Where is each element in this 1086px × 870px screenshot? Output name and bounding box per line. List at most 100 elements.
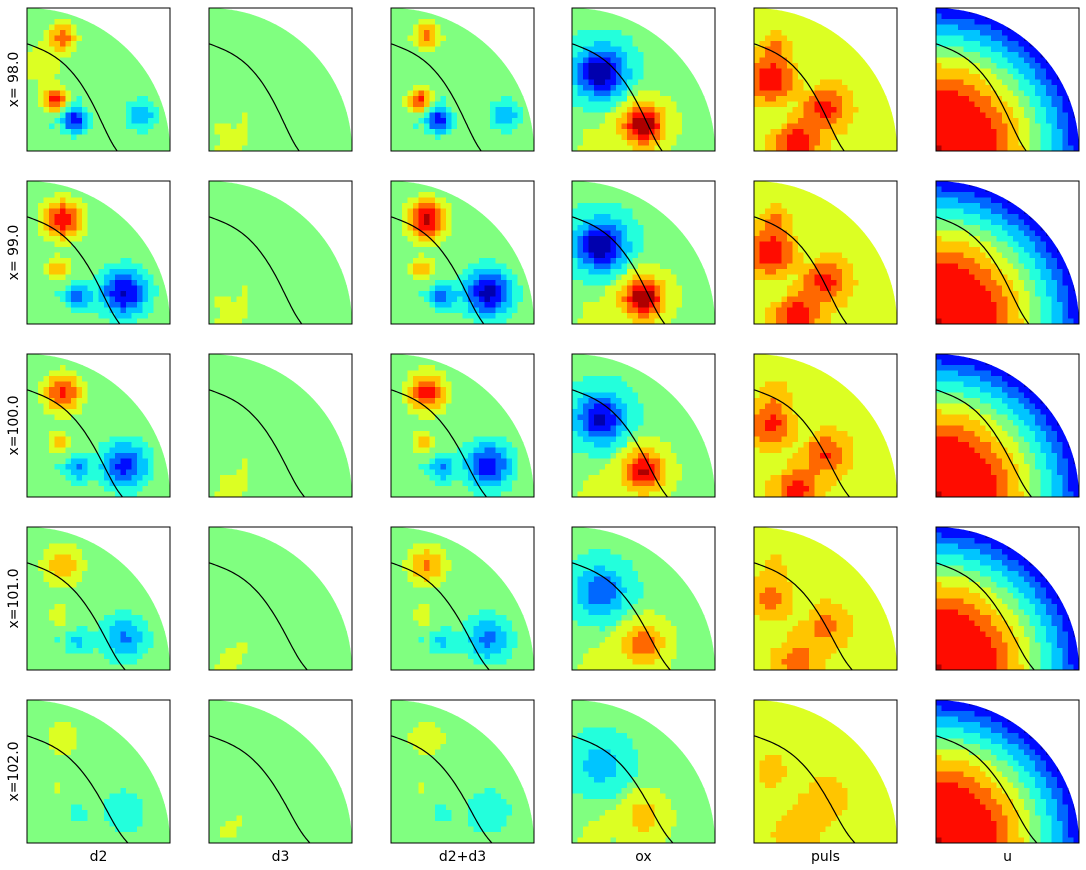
heatmap-cell bbox=[131, 118, 138, 125]
heatmap-cell bbox=[1035, 24, 1042, 31]
heatmap-cell bbox=[32, 285, 39, 292]
heatmap-cell bbox=[1046, 112, 1053, 119]
heatmap-cell bbox=[858, 57, 865, 64]
heatmap-cell bbox=[610, 8, 617, 15]
heatmap-cell bbox=[621, 57, 628, 64]
heatmap-cell bbox=[501, 112, 508, 119]
heatmap-cell bbox=[969, 140, 976, 147]
heatmap-cell bbox=[153, 46, 160, 53]
heatmap-cell bbox=[43, 269, 50, 276]
heatmap-cell bbox=[54, 285, 61, 292]
heatmap-cell bbox=[632, 107, 639, 114]
heatmap-cell bbox=[809, 24, 816, 31]
heatmap-cell bbox=[236, 90, 243, 97]
contour-line bbox=[572, 43, 663, 151]
heatmap-cell bbox=[687, 123, 694, 130]
heatmap-cell bbox=[71, 123, 78, 130]
heatmap-cell bbox=[457, 134, 464, 141]
heatmap-cell bbox=[65, 225, 72, 232]
heatmap-cell bbox=[1035, 19, 1042, 26]
heatmap-cell bbox=[704, 118, 711, 125]
heatmap-cell bbox=[809, 123, 816, 130]
heatmap-cell bbox=[164, 318, 170, 324]
heatmap-cell bbox=[137, 52, 144, 59]
heatmap-cell bbox=[418, 41, 425, 48]
heatmap-cell bbox=[809, 101, 816, 108]
heatmap-cell bbox=[947, 123, 954, 130]
heatmap-cell bbox=[142, 30, 149, 37]
heatmap-cell bbox=[418, 123, 425, 130]
heatmap-cell bbox=[776, 85, 783, 92]
heatmap-cell bbox=[649, 145, 656, 151]
heatmap-cell bbox=[462, 13, 469, 20]
heatmap-cell bbox=[54, 145, 61, 151]
heatmap-cell bbox=[302, 19, 309, 26]
heatmap-cell bbox=[242, 203, 249, 210]
heatmap-cell bbox=[958, 112, 965, 119]
heatmap-cell bbox=[759, 112, 766, 119]
heatmap-cell bbox=[60, 46, 67, 53]
heatmap-cell bbox=[1062, 57, 1069, 64]
heatmap-cell bbox=[269, 19, 276, 26]
heatmap-cell bbox=[142, 123, 149, 130]
heatmap-cell bbox=[654, 30, 661, 37]
heatmap-cell bbox=[798, 107, 805, 114]
heatmap-cell bbox=[120, 236, 127, 243]
heatmap-cell bbox=[82, 68, 89, 75]
heatmap-cell bbox=[1002, 13, 1009, 20]
heatmap-cell bbox=[402, 107, 409, 114]
heatmap-cell bbox=[754, 74, 761, 81]
heatmap-cell bbox=[687, 8, 694, 15]
heatmap-cell bbox=[583, 52, 590, 59]
heatmap-cell bbox=[236, 129, 243, 136]
heatmap-cell bbox=[947, 90, 954, 97]
heatmap-cell bbox=[517, 134, 524, 141]
heatmap-cell bbox=[38, 52, 45, 59]
heatmap-cell bbox=[38, 280, 45, 287]
heatmap-cell bbox=[247, 318, 254, 324]
heatmap-cell bbox=[462, 24, 469, 31]
heatmap-cell bbox=[836, 19, 843, 26]
heatmap-cell bbox=[974, 96, 981, 103]
heatmap-cell bbox=[880, 140, 887, 147]
heatmap-cell bbox=[1013, 96, 1020, 103]
heatmap-cell bbox=[65, 252, 72, 259]
heatmap-cell bbox=[1024, 52, 1031, 59]
heatmap-cell bbox=[457, 123, 464, 130]
heatmap-cell bbox=[54, 68, 61, 75]
heatmap-cell bbox=[836, 13, 843, 20]
heatmap-cell bbox=[258, 230, 265, 237]
heatmap-cell bbox=[781, 96, 788, 103]
heatmap-cell bbox=[484, 96, 491, 103]
heatmap-cell bbox=[418, 19, 425, 26]
heatmap-cell bbox=[98, 123, 105, 130]
heatmap-cell bbox=[506, 46, 513, 53]
heatmap-cell bbox=[71, 63, 78, 70]
heatmap-cell bbox=[209, 57, 216, 64]
heatmap-cell bbox=[258, 101, 265, 108]
heatmap-cell bbox=[858, 145, 865, 151]
heatmap-cell bbox=[424, 8, 431, 15]
heatmap-cell bbox=[71, 52, 78, 59]
heatmap-cell bbox=[853, 41, 860, 48]
heatmap-cell bbox=[153, 274, 160, 281]
heatmap-cell bbox=[523, 63, 530, 70]
heatmap-cell bbox=[671, 118, 678, 125]
heatmap-cell bbox=[952, 19, 959, 26]
heatmap-cell bbox=[473, 19, 480, 26]
heatmap-cell bbox=[974, 107, 981, 114]
heatmap-cell bbox=[424, 52, 431, 59]
heatmap-cell bbox=[98, 197, 105, 204]
heatmap-cell bbox=[980, 79, 987, 86]
heatmap-cell bbox=[253, 219, 260, 226]
heatmap-panel bbox=[26, 180, 171, 325]
heatmap-cell bbox=[38, 123, 45, 130]
panel-frame bbox=[935, 7, 1080, 152]
heatmap-cell bbox=[941, 85, 948, 92]
heatmap-cell bbox=[1057, 112, 1064, 119]
heatmap-cell bbox=[131, 85, 138, 92]
heatmap-cell bbox=[610, 90, 617, 97]
heatmap-cell bbox=[32, 46, 39, 53]
heatmap-cell bbox=[32, 225, 39, 232]
heatmap-cell bbox=[1018, 145, 1025, 151]
